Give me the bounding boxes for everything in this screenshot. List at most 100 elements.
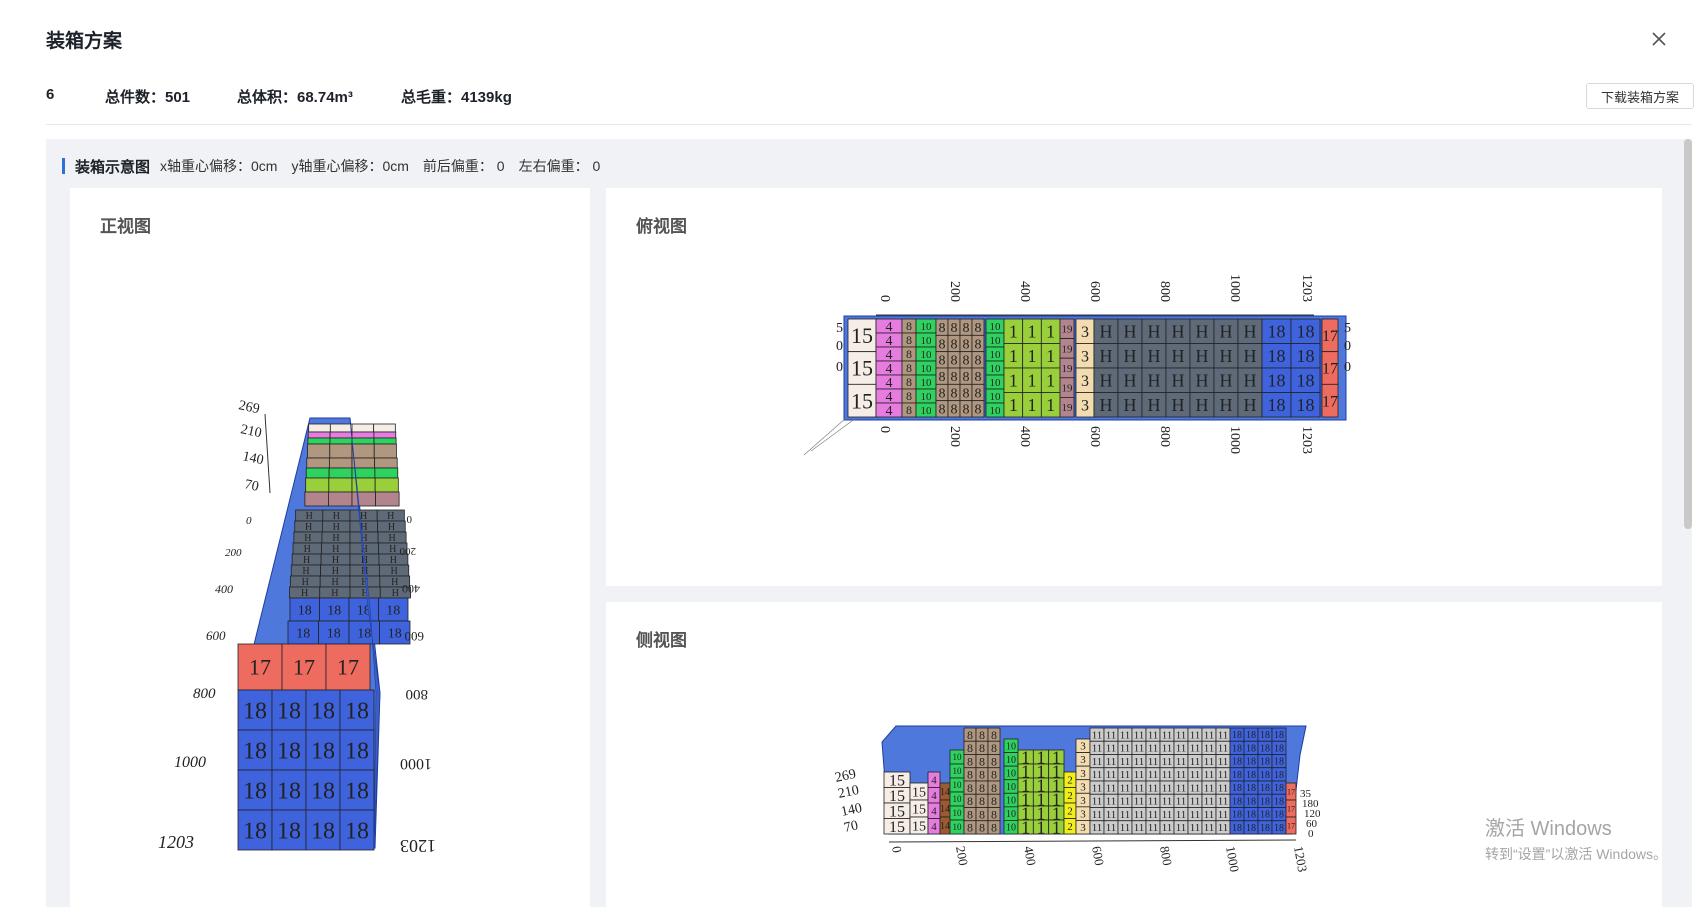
side-box-label: 8 <box>967 728 973 742</box>
side-length-tick: 400 <box>1021 845 1039 867</box>
top-box-label: 8 <box>906 361 912 375</box>
side-box-label: 11 <box>1162 796 1173 808</box>
front-height-tick: 210 <box>239 422 263 441</box>
side-box-label: 3 <box>1080 808 1086 820</box>
front-box-18-label: 18 <box>243 778 267 804</box>
front-box-17-label: 17 <box>293 655 315 680</box>
side-box-label: 8 <box>979 781 985 795</box>
top-box <box>1213 367 1239 393</box>
side-box-label: 1 <box>1021 803 1030 823</box>
front-box-18 <box>271 729 307 771</box>
top-box-label: 19 <box>1062 382 1074 394</box>
top-box <box>1189 318 1215 344</box>
top-box <box>1290 318 1321 344</box>
top-width-tick-left: 5 <box>836 321 843 336</box>
side-box-label: 8 <box>979 794 985 808</box>
side-box-label: 8 <box>991 794 997 808</box>
side-box-label: 15 <box>912 785 926 800</box>
front-box-18-label: 18 <box>311 738 335 764</box>
side-box-label: 18 <box>1260 783 1270 794</box>
front-view-title: 正视图 <box>100 217 151 236</box>
side-box-label: 10 <box>1006 796 1016 807</box>
top-width-tick-right: 5 <box>1344 321 1351 336</box>
side-view-card: 侧视图 15 15 15 15 15 15 15 4 4 4 4 14 14 14 10 10 10 10 10 10… <box>606 602 1662 907</box>
top-box-label: H <box>1244 371 1257 391</box>
front-layer-box <box>307 431 331 439</box>
side-box-label: 11 <box>1092 822 1103 834</box>
top-box-label: H <box>1172 346 1185 366</box>
front-length-tick-left: 400 <box>215 582 233 596</box>
side-box-label: 15 <box>912 802 926 817</box>
top-box-label: H <box>1100 395 1113 415</box>
close-button[interactable] <box>1648 28 1670 50</box>
top-box-label: 19 <box>1062 402 1074 414</box>
side-box-label: 11 <box>1148 822 1159 834</box>
front-box-18-label: 18 <box>357 603 371 618</box>
side-box-label: 11 <box>1190 729 1201 741</box>
side-box-label: 18 <box>1232 757 1242 768</box>
top-box-label: H <box>1124 322 1137 342</box>
side-box-label: 2 <box>1067 775 1073 787</box>
top-box-label: 18 <box>1297 322 1315 342</box>
top-width-tick-right: 0 <box>1344 339 1351 354</box>
front-layer-box <box>304 491 329 507</box>
side-box-label: 11 <box>1092 756 1103 768</box>
top-box-label: 8 <box>951 386 958 401</box>
side-box-label: 3 <box>1080 795 1086 807</box>
top-box-label: 8 <box>939 403 946 418</box>
side-box-label: 14 <box>940 787 950 798</box>
side-box-label: 11 <box>1218 743 1229 755</box>
front-box-h-label: H <box>305 522 312 533</box>
front-length-tick-right: 200 <box>399 545 416 557</box>
side-box-label: 14 <box>940 821 950 832</box>
side-box-label: 11 <box>1204 756 1215 768</box>
side-box-label: 1 <box>1052 761 1061 781</box>
front-box-18-label: 18 <box>311 698 335 724</box>
top-box-label: 1 <box>1009 371 1018 391</box>
diagram-section-title: 装箱示意图 <box>75 158 151 176</box>
side-box-label: 1 <box>1037 817 1046 837</box>
front-box-18-label: 18 <box>357 626 371 641</box>
side-box-label: 2 <box>1067 806 1073 818</box>
front-box-18 <box>339 689 375 731</box>
side-box-label: 4 <box>931 790 937 802</box>
top-box <box>1141 318 1167 344</box>
side-box-label: 11 <box>1176 822 1187 834</box>
side-box-label: 11 <box>1218 769 1229 781</box>
top-box-label: H <box>1124 371 1137 391</box>
top-box-label: 18 <box>1297 346 1315 366</box>
front-height-tick: 269 <box>237 398 261 417</box>
side-box-label: 18 <box>1246 810 1256 821</box>
side-box-label: 11 <box>1176 782 1187 794</box>
top-box <box>1290 392 1321 418</box>
side-box-label: 18 <box>1274 770 1284 781</box>
front-box-h-label: H <box>306 511 313 522</box>
panel-scrollbar[interactable] <box>1684 139 1692 529</box>
side-box-label: 11 <box>1218 822 1229 834</box>
side-height-tick: 269 <box>834 767 858 786</box>
front-layer-box <box>328 491 353 507</box>
front-box-17 <box>325 643 371 691</box>
side-width-tick: 35 <box>1300 788 1312 800</box>
download-plan-button[interactable]: 下载装箱方案 <box>1586 83 1694 109</box>
top-box-label: 18 <box>1297 371 1315 391</box>
x-offset-metric: x轴重心偏移：0cm <box>160 158 278 174</box>
front-box-h-label: H <box>332 544 339 555</box>
top-box <box>1189 343 1215 369</box>
side-length-tick: 800 <box>1157 845 1175 867</box>
top-box <box>1117 392 1143 418</box>
front-box-h-label: H <box>301 588 308 599</box>
top-box <box>1141 392 1167 418</box>
top-box-label: 10 <box>921 377 933 389</box>
side-box-label: 11 <box>1218 796 1229 808</box>
side-box-label: 2 <box>1067 790 1073 802</box>
top-box-label: 10 <box>921 349 933 361</box>
side-box-label: 1 <box>1037 803 1046 823</box>
front-box-h-label: H <box>388 522 395 533</box>
side-box-label: 11 <box>1106 796 1117 808</box>
top-length-tick-lower: 200 <box>947 426 962 447</box>
front-box-h-label: H <box>331 577 338 588</box>
side-box-label: 15 <box>912 819 926 834</box>
top-box-label: 4 <box>886 334 893 349</box>
side-view-title: 侧视图 <box>636 631 687 650</box>
